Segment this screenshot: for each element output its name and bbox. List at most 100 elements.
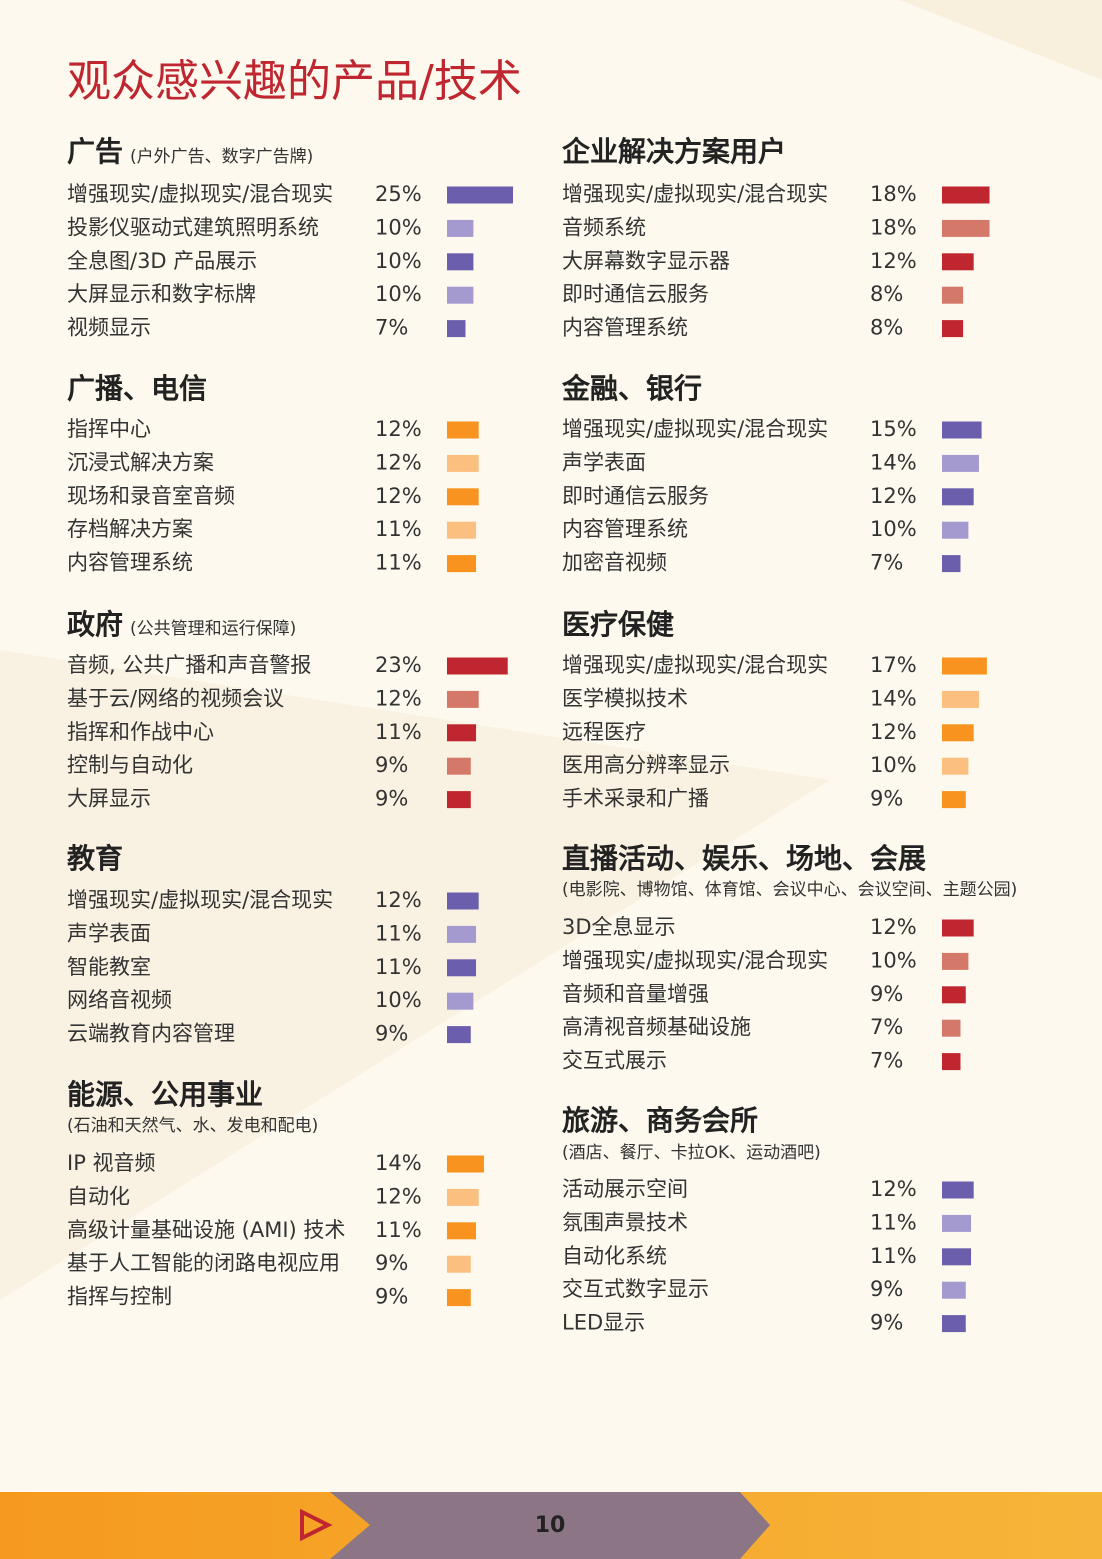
- section-heading: 教育: [67, 842, 123, 875]
- item-value: 12%: [375, 450, 422, 474]
- bar: [942, 521, 969, 539]
- bar: [447, 1026, 471, 1044]
- item-value: 12%: [375, 686, 422, 710]
- bar: [942, 1181, 974, 1199]
- bar: [942, 555, 961, 573]
- bar: [447, 724, 477, 742]
- decor: [900, 0, 1102, 80]
- bar: [942, 1281, 966, 1299]
- section-subtitle: (石油和天然气、水、发电和配电): [67, 1116, 318, 1136]
- section-heading: 能源、公用事业: [67, 1078, 263, 1111]
- bar: [447, 657, 508, 675]
- item-label: 投影仪驱动式建筑照明系统: [67, 215, 319, 239]
- item-value: 11%: [375, 921, 422, 945]
- bar: [447, 488, 479, 506]
- section-heading: 直播活动、娱乐、场地、会展: [562, 842, 926, 875]
- item-value: 11%: [870, 1210, 917, 1234]
- item-value: 9%: [870, 982, 903, 1006]
- item-label: 指挥和作战中心: [67, 720, 214, 744]
- item-label: 内容管理系统: [67, 551, 193, 575]
- section-heading: 广播、电信: [67, 372, 207, 405]
- item-label: 自动化系统: [562, 1244, 667, 1268]
- section-heading: 金融、银行: [561, 372, 702, 405]
- item-label: 手术采录和广播: [562, 787, 709, 811]
- item-label: 加密音视频: [562, 551, 667, 575]
- item-value: 10%: [375, 988, 422, 1012]
- item-label: 内容管理系统: [562, 316, 688, 340]
- item-label: 氛围声景技术: [562, 1210, 688, 1234]
- item-value: 11%: [375, 720, 422, 744]
- footer-shape: [330, 1492, 770, 1559]
- item-value: 9%: [375, 1285, 408, 1309]
- item-value: 18%: [870, 182, 917, 206]
- section-heading: 广告: [67, 135, 123, 168]
- item-label: 自动化: [67, 1184, 130, 1208]
- bar: [942, 219, 990, 237]
- bar: [942, 757, 969, 775]
- item-label: 音频, 公共广播和声音警报: [67, 653, 311, 677]
- bar: [447, 1222, 477, 1240]
- item-label: 指挥中心: [67, 417, 151, 441]
- item-value: 11%: [870, 1244, 917, 1268]
- item-label: 云端教育内容管理: [67, 1022, 235, 1046]
- item-label: 智能教室: [67, 955, 151, 979]
- bar: [942, 320, 964, 338]
- section-heading: 企业解决方案用户: [562, 135, 786, 168]
- item-value: 18%: [870, 215, 917, 239]
- item-label: 指挥与控制: [67, 1285, 172, 1309]
- bar: [942, 986, 966, 1004]
- item-label: 音频和音量增强: [562, 982, 709, 1006]
- item-value: 14%: [870, 686, 917, 710]
- bar: [942, 657, 987, 675]
- item-label: 即时通信云服务: [562, 282, 709, 306]
- bar: [447, 959, 477, 977]
- item-value: 9%: [870, 1311, 903, 1335]
- section-heading: 旅游、商务会所: [562, 1104, 758, 1137]
- item-value: 14%: [375, 1151, 422, 1175]
- item-value: 7%: [870, 1049, 903, 1073]
- section-heading: 医疗保健: [562, 608, 674, 641]
- item-label: 基于人工智能的闭路电视应用: [67, 1251, 340, 1275]
- bar: [447, 925, 477, 943]
- item-label: 远程医疗: [562, 720, 646, 744]
- bar: [942, 919, 974, 937]
- item-label: LED显示: [562, 1311, 645, 1335]
- item-value: 10%: [375, 215, 422, 239]
- item-value: 17%: [870, 653, 917, 677]
- item-label: 活动展示空间: [562, 1177, 688, 1201]
- item-value: 9%: [375, 1251, 408, 1275]
- footer-icon: [300, 1508, 333, 1542]
- item-label: 医学模拟技术: [562, 686, 688, 710]
- item-label: 声学表面: [67, 921, 151, 945]
- bar: [447, 555, 477, 573]
- bar: [942, 286, 964, 304]
- item-label: 控制与自动化: [67, 753, 193, 777]
- item-value: 9%: [870, 787, 903, 811]
- item-value: 9%: [375, 787, 408, 811]
- item-value: 9%: [375, 753, 408, 777]
- decor: [0, 650, 830, 1300]
- item-value: 9%: [375, 1022, 408, 1046]
- bar: [942, 1315, 966, 1333]
- bar: [942, 690, 979, 708]
- item-value: 10%: [375, 282, 422, 306]
- section-subtitle: (户外广告、数字广告牌): [130, 147, 313, 167]
- bar: [942, 1053, 961, 1071]
- item-value: 8%: [870, 282, 903, 306]
- item-value: 10%: [870, 753, 917, 777]
- item-label: 大屏幕数字显示器: [562, 249, 730, 273]
- item-value: 9%: [870, 1277, 903, 1301]
- item-label: 增强现实/虚拟现实/混合现实: [67, 182, 333, 206]
- bar: [942, 952, 969, 970]
- item-value: 12%: [375, 888, 422, 912]
- item-value: 14%: [870, 450, 917, 474]
- item-label: IP 视音频: [67, 1151, 156, 1175]
- item-value: 12%: [375, 484, 422, 508]
- item-label: 增强现实/虚拟现实/混合现实: [562, 417, 828, 441]
- bar: [447, 690, 479, 708]
- item-value: 10%: [870, 948, 917, 972]
- item-label: 增强现实/虚拟现实/混合现实: [67, 888, 333, 912]
- item-value: 23%: [375, 653, 422, 677]
- bar: [942, 421, 982, 439]
